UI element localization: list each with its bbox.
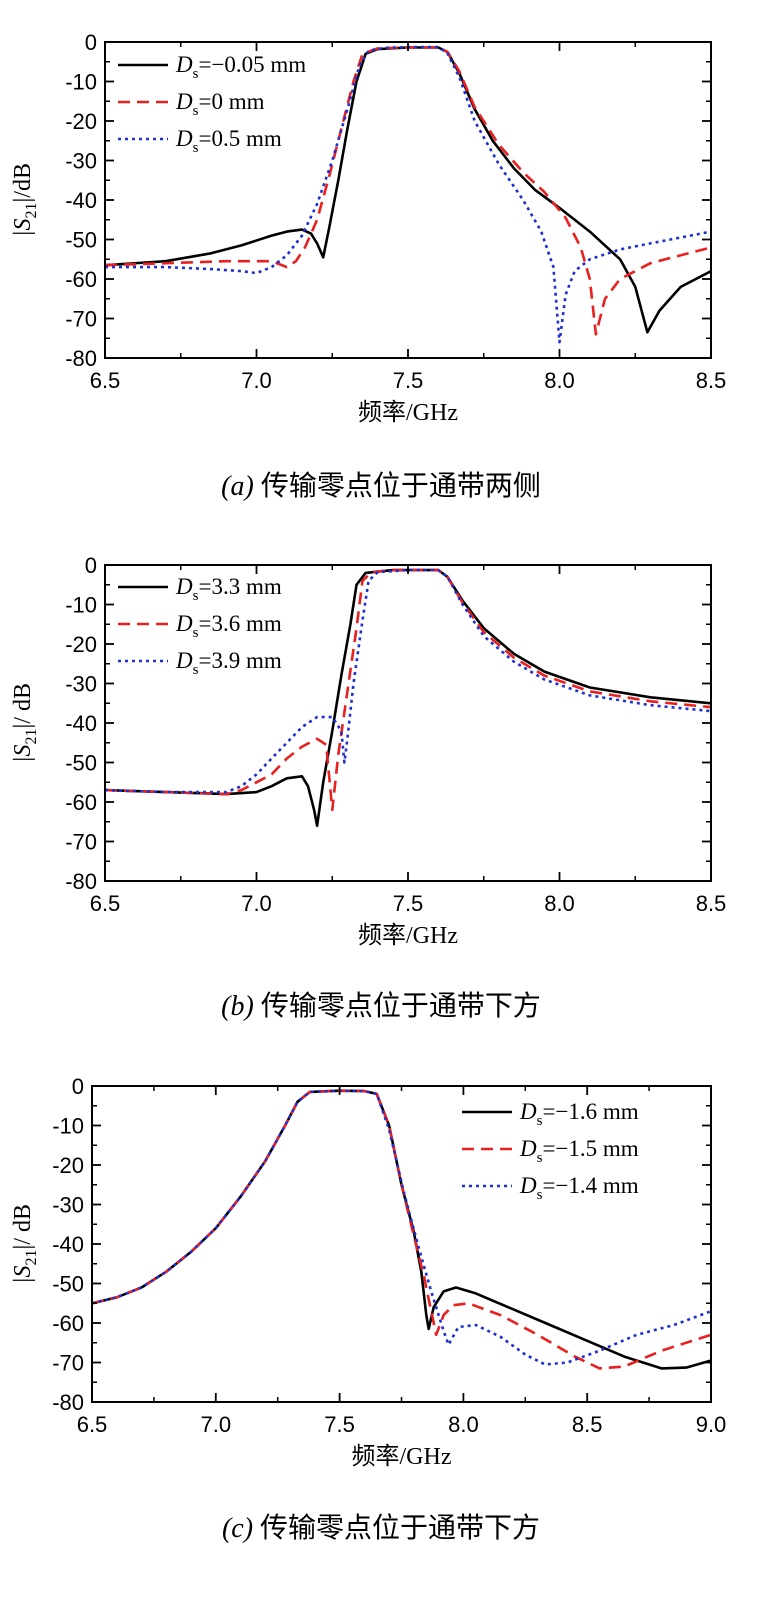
x-tick-label: 7.5	[393, 891, 424, 916]
y-tick-label: -80	[65, 346, 97, 371]
y-tick-label: 0	[85, 553, 97, 578]
x-tick-label: 7.5	[324, 1412, 355, 1437]
y-tick-label: -50	[65, 228, 97, 253]
legend-label-2: Ds=−1.5 mm	[519, 1136, 639, 1166]
series-line-3	[105, 568, 711, 794]
series-line-2	[105, 46, 711, 336]
plot-frame	[104, 41, 712, 359]
y-tick-label: -50	[65, 751, 97, 776]
legend-label-3: Ds=0.5 mm	[175, 126, 282, 156]
y-tick-label: -70	[65, 307, 97, 332]
y-tick-label: -70	[52, 1351, 84, 1376]
x-axis-label: 频率/GHz	[358, 922, 458, 949]
series-line-1	[105, 568, 711, 827]
plot-frame	[104, 564, 712, 882]
x-tick-label: 8.0	[544, 891, 575, 916]
y-tick-label: -40	[65, 188, 97, 213]
x-tick-label: 6.5	[90, 368, 121, 393]
series-line-2	[105, 568, 711, 812]
y-tick-label: -60	[52, 1311, 84, 1336]
legend-label-1: Ds=3.3 mm	[175, 574, 282, 604]
y-tick-label: -70	[65, 830, 97, 855]
y-tick-label: -20	[65, 109, 97, 134]
plot-area	[92, 1089, 711, 1370]
legend-label-1: Ds=−1.6 mm	[519, 1099, 639, 1129]
legend-label-3: Ds=3.9 mm	[175, 648, 282, 678]
y-tick-label: -40	[65, 711, 97, 736]
x-axis-label: 频率/GHz	[352, 1443, 452, 1470]
y-tick-label: -40	[52, 1232, 84, 1257]
x-tick-label: 8.0	[544, 368, 575, 393]
x-tick-label: 9.0	[696, 1412, 727, 1437]
y-tick-label: -10	[65, 593, 97, 618]
plot-area	[105, 568, 711, 827]
panel-caption: (a) 传输零点位于通带两侧	[221, 470, 541, 502]
x-tick-label: 6.5	[90, 891, 121, 916]
x-axis-label: 频率/GHz	[358, 399, 458, 426]
plot-area	[105, 45, 711, 344]
x-tick-label: 7.5	[393, 368, 424, 393]
y-tick-label: -30	[65, 672, 97, 697]
x-tick-label: 7.0	[241, 368, 272, 393]
legend-label-2: Ds=3.6 mm	[175, 611, 282, 641]
chart-panel-a: 6.5 7.0 7.5 8.0 8.5 0 -10 -20 -30 -40 -50 -60 -70 -80…	[10, 30, 726, 502]
series-line-1	[105, 46, 711, 334]
series-line-1	[92, 1089, 711, 1370]
y-axis-label: |S21|/dB	[10, 163, 40, 237]
x-tick-label: 8.5	[696, 891, 727, 916]
chart-panel-b: 6.5 7.0 7.5 8.0 8.5 0 -10 -20 -30 -40 -50 -60 -70 -80…	[10, 553, 726, 1022]
legend-label-2: Ds=0 mm	[175, 89, 265, 119]
x-tick-label: 6.5	[77, 1412, 108, 1437]
series-line-3	[92, 1089, 711, 1366]
y-axis-label: |S21|/ dB	[10, 1204, 40, 1284]
panel-caption: (b) 传输零点位于通带下方	[221, 990, 541, 1022]
x-tick-label: 8.5	[572, 1412, 603, 1437]
y-tick-label: -50	[52, 1272, 84, 1297]
y-tick-label: -60	[65, 267, 97, 292]
y-tick-label: 0	[72, 1074, 84, 1099]
y-tick-label: 0	[85, 30, 97, 55]
x-tick-label: 7.0	[241, 891, 272, 916]
y-tick-label: -20	[65, 632, 97, 657]
y-tick-label: -20	[52, 1153, 84, 1178]
y-tick-label: -80	[52, 1390, 84, 1415]
y-tick-label: -10	[52, 1114, 84, 1139]
series-line-3	[105, 45, 711, 344]
y-tick-label: -60	[65, 790, 97, 815]
series-line-2	[92, 1089, 711, 1370]
y-tick-label: -30	[52, 1193, 84, 1218]
y-tick-label: -80	[65, 869, 97, 894]
x-tick-label: 7.0	[201, 1412, 232, 1437]
y-axis-label: |S21|/ dB	[10, 683, 40, 763]
y-tick-label: -10	[65, 70, 97, 95]
legend-label-3: Ds=−1.4 mm	[519, 1173, 639, 1203]
legend-label-1: Ds=−0.05 mm	[175, 52, 306, 82]
x-tick-label: 8.5	[696, 368, 727, 393]
chart-panel-c: 6.5 7.0 7.5 8.0 8.5 9.0 0 -10 -20 -30 -40 -50 -60 -70…	[10, 1074, 726, 1544]
x-tick-label: 8.0	[448, 1412, 479, 1437]
panel-caption: (c) 传输零点位于通带下方	[222, 1512, 540, 1544]
y-tick-label: -30	[65, 149, 97, 174]
